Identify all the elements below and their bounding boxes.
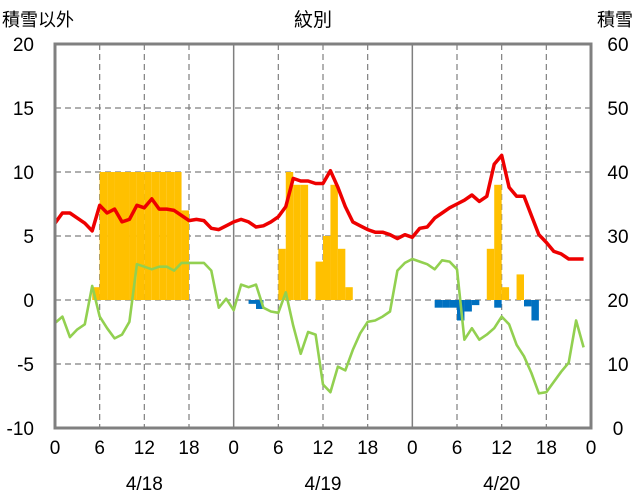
negative-bar	[464, 300, 472, 312]
precip-bar	[122, 172, 130, 300]
precip-bar	[181, 210, 189, 300]
left-tick-label: 10	[13, 163, 34, 184]
precip-bar	[501, 287, 510, 300]
left-tick-label: 0	[23, 291, 34, 312]
right-tick-label: 50	[607, 99, 628, 120]
precip-bar	[99, 172, 108, 300]
precip-bar	[144, 172, 152, 300]
precip-bar	[278, 248, 286, 300]
precip-bar	[323, 236, 331, 300]
chart-title: 紋別	[294, 9, 332, 31]
negative-bar	[524, 300, 532, 307]
precip-bar	[315, 261, 323, 300]
x-tick-label: 12	[491, 438, 512, 459]
left-tick-label: 20	[13, 35, 34, 56]
precip-bar	[345, 287, 353, 300]
right-tick-label: 60	[607, 35, 628, 56]
x-tick-label: 6	[273, 438, 284, 459]
precip-bar	[159, 172, 167, 300]
precip-bar	[300, 184, 309, 300]
x-tick-label: 0	[586, 438, 597, 459]
precip-bar	[330, 184, 338, 300]
x-tick-label: 0	[50, 438, 61, 459]
day-label: 4/19	[305, 474, 342, 495]
precip-bar	[114, 172, 122, 300]
day-label: 4/20	[483, 474, 520, 495]
x-tick-label: 18	[357, 438, 378, 459]
x-tick-label: 18	[536, 438, 557, 459]
x-tick-label: 12	[312, 438, 333, 459]
x-tick-label: 0	[407, 438, 418, 459]
left-axis-title: 積雪以外	[2, 10, 74, 30]
negative-bar	[256, 300, 264, 309]
right-tick-label: 30	[607, 227, 628, 248]
precip-bar	[337, 248, 346, 300]
precip-bar	[293, 184, 301, 300]
left-tick-label: -5	[17, 355, 34, 376]
x-tick-label: 0	[228, 438, 239, 459]
precip-bar	[285, 172, 294, 300]
precip-bars	[92, 172, 539, 321]
precip-bar	[486, 248, 495, 300]
x-tick-label: 18	[178, 438, 199, 459]
temperature-line	[53, 153, 584, 261]
right-tick-label: 10	[607, 355, 628, 376]
negative-bar	[449, 300, 457, 308]
left-tick-label: 5	[23, 227, 34, 248]
right-axis-title: 積雪	[597, 10, 633, 30]
right-tick-label: 20	[607, 291, 628, 312]
x-tick-label: 6	[452, 438, 463, 459]
right-tick-label: 0	[613, 419, 624, 440]
left-tick-label: -10	[7, 419, 34, 440]
precip-bar	[107, 172, 115, 300]
precip-bar	[129, 172, 137, 300]
day-label: 4/18	[126, 474, 163, 495]
precip-bar	[166, 172, 175, 300]
precip-bar	[136, 172, 145, 300]
plot-frame	[53, 42, 593, 430]
precip-bar	[151, 172, 160, 300]
x-tick-label: 6	[94, 438, 105, 459]
precip-bar	[516, 274, 524, 300]
left-tick-label: 15	[13, 99, 34, 120]
right-tick-label: 40	[607, 163, 628, 184]
dewpoint-line	[54, 257, 585, 395]
negative-bar	[531, 300, 539, 321]
negative-bar	[471, 300, 480, 306]
precip-bar	[494, 184, 502, 300]
precip-bar	[92, 287, 100, 300]
negative-bar	[442, 300, 450, 308]
x-tick-label: 12	[134, 438, 155, 459]
negative-bar	[494, 300, 502, 308]
precip-bar	[174, 172, 182, 300]
negative-bar	[434, 300, 443, 308]
negative-bar	[248, 300, 256, 304]
